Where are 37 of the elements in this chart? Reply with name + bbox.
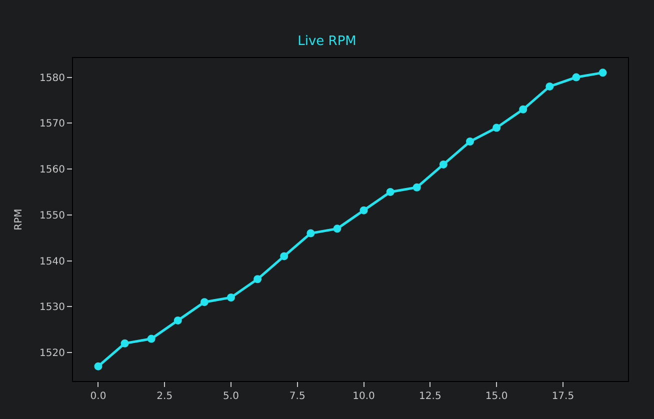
- point: [94, 362, 102, 370]
- x-tick-label: 17.5: [552, 391, 574, 402]
- point: [519, 105, 528, 114]
- y-tick-label: 1530: [40, 302, 65, 314]
- x-tick-label: 10.0: [352, 391, 375, 402]
- y-tick-label: 1550: [40, 210, 65, 222]
- y-tick-label: 1560: [40, 164, 65, 176]
- point: [466, 138, 474, 146]
- x-tick-label: 15.0: [485, 391, 508, 402]
- chart-title: Live RPM: [298, 34, 356, 49]
- point: [227, 294, 235, 302]
- point: [120, 339, 129, 348]
- point: [360, 206, 368, 214]
- point: [147, 334, 156, 343]
- point: [412, 183, 421, 192]
- x-tick-label: 0.0: [90, 391, 106, 402]
- point: [254, 275, 262, 284]
- y-tick-label: 1570: [40, 118, 65, 130]
- x-tick-label: 2.5: [156, 391, 173, 402]
- y-tick-label: 1520: [40, 348, 65, 360]
- y-tick-label: 1580: [40, 72, 65, 84]
- x-tick-label: 12.5: [419, 391, 442, 402]
- x-tick-label: 5.0: [223, 391, 239, 402]
- y-tick-label: 1540: [40, 256, 65, 268]
- point: [333, 224, 342, 233]
- point: [200, 298, 208, 306]
- point: [306, 229, 315, 238]
- point: [174, 316, 182, 324]
- point: [280, 252, 288, 260]
- point: [546, 82, 554, 90]
- point: [598, 68, 607, 77]
- point: [572, 73, 580, 82]
- point: [492, 124, 501, 132]
- x-tick-label: 7.5: [289, 391, 306, 402]
- point: [439, 160, 448, 168]
- y-axis-title: RPM: [14, 208, 25, 230]
- point: [386, 188, 394, 196]
